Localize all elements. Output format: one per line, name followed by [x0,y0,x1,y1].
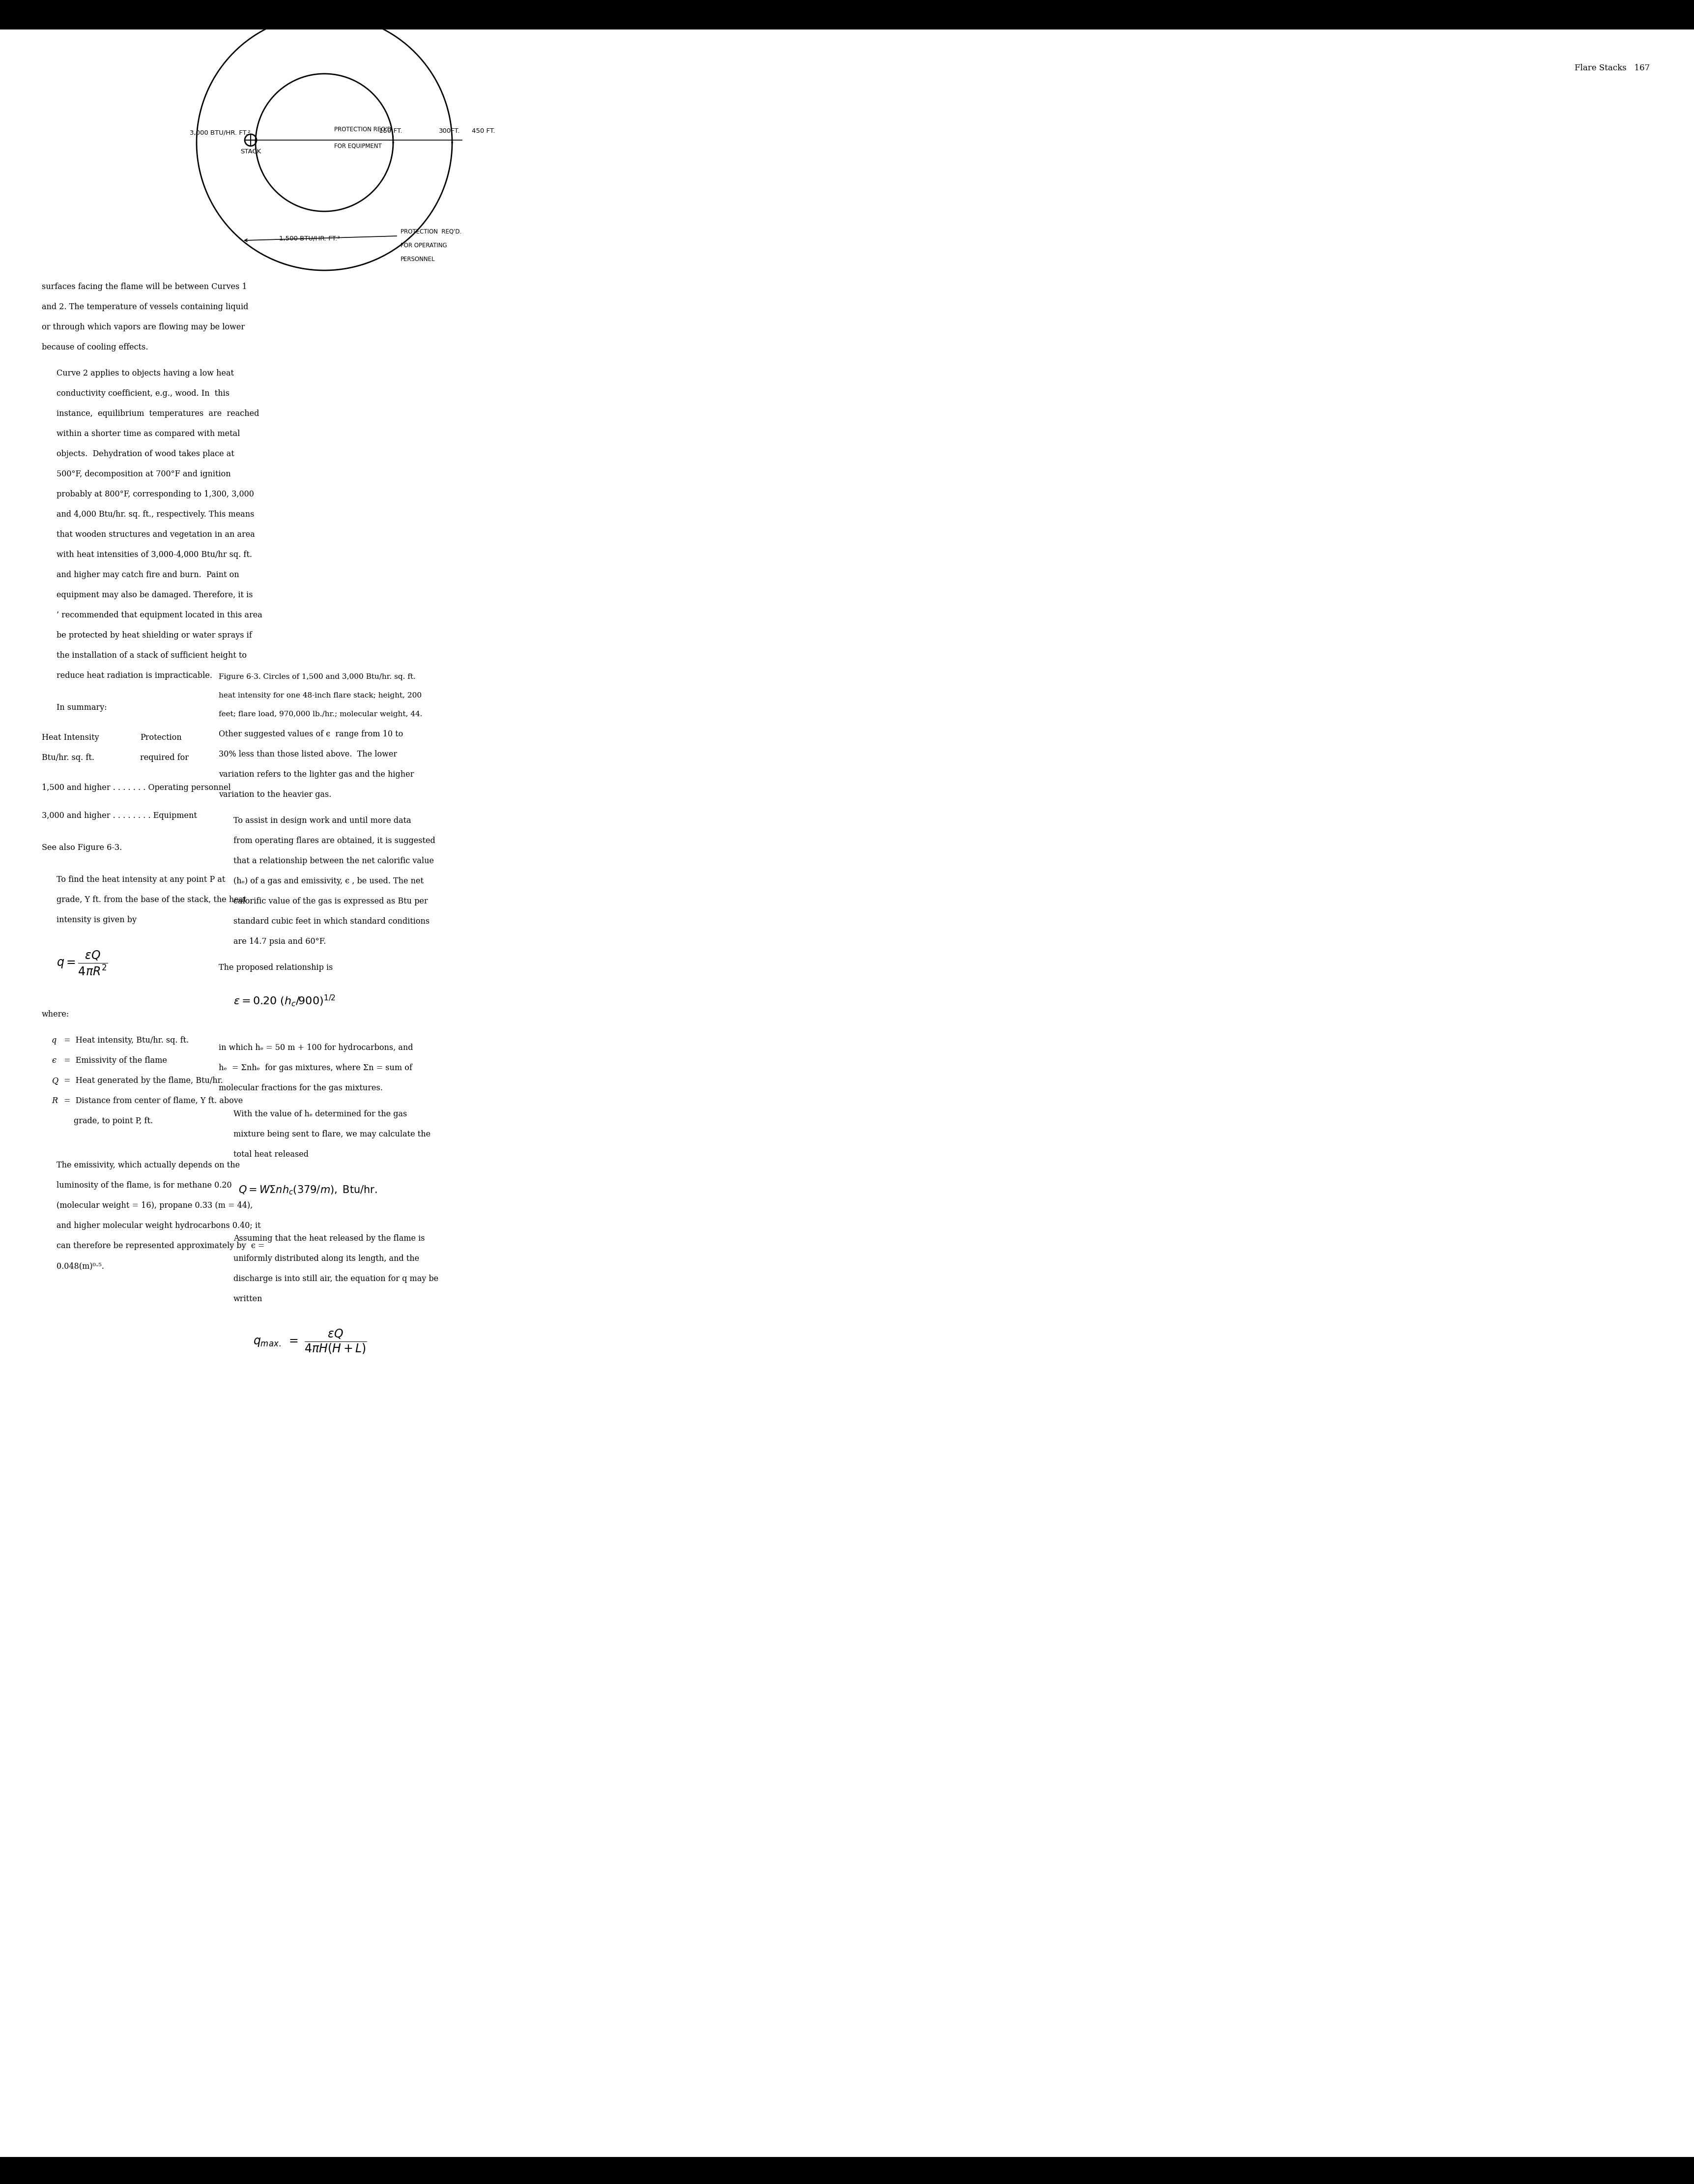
Text: within a shorter time as compared with metal: within a shorter time as compared with m… [56,430,241,439]
Text: STACK: STACK [241,149,261,155]
Text: written: written [234,1295,263,1304]
Text: 300FT.: 300FT. [439,129,461,133]
Text: total heat released: total heat released [234,1151,308,1158]
Text: R: R [51,1096,58,1105]
Text: hₑ  = Σnhₑ  for gas mixtures, where Σn = sum of: hₑ = Σnhₑ for gas mixtures, where Σn = s… [219,1064,412,1072]
Text: Assuming that the heat released by the flame is: Assuming that the heat released by the f… [234,1234,425,1243]
Text: Q: Q [51,1077,58,1085]
Text: 150 FT.: 150 FT. [379,129,403,133]
Text: instance,  equilibrium  temperatures  are  reached: instance, equilibrium temperatures are r… [56,408,259,417]
Text: molecular fractions for the gas mixtures.: molecular fractions for the gas mixtures… [219,1083,383,1092]
Text: variation refers to the lighter gas and the higher: variation refers to the lighter gas and … [219,771,413,780]
Text: Figure 6-3. Circles of 1,500 and 3,000 Btu/hr. sq. ft.: Figure 6-3. Circles of 1,500 and 3,000 B… [219,673,415,681]
Text: standard cubic feet in which standard conditions: standard cubic feet in which standard co… [234,917,430,926]
Text: mixture being sent to flare, we may calculate the: mixture being sent to flare, we may calc… [234,1129,430,1138]
Text: PROTECTION REQ'D.: PROTECTION REQ'D. [334,127,393,133]
Text: (hₑ) of a gas and emissivity, ϵ , be used. The net: (hₑ) of a gas and emissivity, ϵ , be use… [234,878,424,885]
Text: 1,500 BTU/HR. FT.²: 1,500 BTU/HR. FT.² [280,236,340,242]
Text: that wooden structures and vegetation in an area: that wooden structures and vegetation in… [56,531,254,539]
Text: =  Heat intensity, Btu/hr. sq. ft.: = Heat intensity, Btu/hr. sq. ft. [64,1035,188,1044]
Text: where:: where: [42,1011,69,1018]
Text: and 2. The temperature of vessels containing liquid: and 2. The temperature of vessels contai… [42,304,249,310]
Text: 1,500 and higher . . . . . . . Operating personnel: 1,500 and higher . . . . . . . Operating… [42,784,230,793]
Text: Btu/hr. sq. ft.: Btu/hr. sq. ft. [42,753,95,762]
Text: In summary:: In summary: [56,703,107,712]
Text: The proposed relationship is: The proposed relationship is [219,963,334,972]
Text: equipment may also be damaged. Therefore, it is: equipment may also be damaged. Therefore… [56,592,252,598]
Text: PROTECTION  REQ'D.: PROTECTION REQ'D. [400,229,461,236]
Text: intensity is given by: intensity is given by [56,915,137,924]
Bar [0,0,1694,31]
Text: ’ recommended that equipment located in this area: ’ recommended that equipment located in … [56,612,263,620]
Text: 3,000 and higher . . . . . . . . Equipment: 3,000 and higher . . . . . . . . Equipme… [42,812,197,819]
Text: See also Figure 6-3.: See also Figure 6-3. [42,843,122,852]
Text: 30% less than those listed above.  The lower: 30% less than those listed above. The lo… [219,749,396,758]
Text: from operating flares are obtained, it is suggested: from operating flares are obtained, it i… [234,836,435,845]
Text: q: q [51,1035,56,1044]
Bar [0,2158,1694,2184]
Text: discharge is into still air, the equation for q may be: discharge is into still air, the equatio… [234,1275,439,1282]
Text: because of cooling effects.: because of cooling effects. [42,343,147,352]
Text: feet; flare load, 970,000 lb./hr.; molecular weight, 44.: feet; flare load, 970,000 lb./hr.; molec… [219,710,422,719]
Text: calorific value of the gas is expressed as Btu per: calorific value of the gas is expressed … [234,898,429,906]
Text: To assist in design work and until more data: To assist in design work and until more … [234,817,412,826]
Text: conductivity coefficient, e.g., wood. In  this: conductivity coefficient, e.g., wood. In… [56,389,229,397]
Text: objects.  Dehydration of wood takes place at: objects. Dehydration of wood takes place… [56,450,234,459]
Text: Other suggested values of ϵ  range from 10 to: Other suggested values of ϵ range from 1… [219,729,403,738]
Text: uniformly distributed along its length, and the: uniformly distributed along its length, … [234,1254,418,1262]
Text: are 14.7 psia and 60°F.: are 14.7 psia and 60°F. [234,937,325,946]
Text: 3,000 BTU/HR. FT.²: 3,000 BTU/HR. FT.² [190,129,251,135]
Text: $Q = W\Sigma n h_c(379/m),\ \mathrm{Btu/hr.}$: $Q = W\Sigma n h_c(379/m),\ \mathrm{Btu/… [239,1184,378,1197]
Text: $q_{max.}\ =\ \dfrac{\epsilon Q}{4\pi H(H+L)}$: $q_{max.}\ =\ \dfrac{\epsilon Q}{4\pi H(… [252,1328,368,1356]
Text: luminosity of the flame, is for methane 0.20: luminosity of the flame, is for methane … [56,1182,232,1190]
Text: be protected by heat shielding or water sprays if: be protected by heat shielding or water … [56,631,252,640]
Text: grade, to point P, ft.: grade, to point P, ft. [75,1116,152,1125]
Text: =  Emissivity of the flame: = Emissivity of the flame [64,1057,168,1066]
Text: Protection: Protection [141,734,181,743]
Text: and higher may catch fire and burn.  Paint on: and higher may catch fire and burn. Pain… [56,570,239,579]
Text: =  Distance from center of flame, Y ft. above: = Distance from center of flame, Y ft. a… [64,1096,242,1105]
Text: and higher molecular weight hydrocarbons 0.40; it: and higher molecular weight hydrocarbons… [56,1221,261,1230]
Text: and 4,000 Btu/hr. sq. ft., respectively. This means: and 4,000 Btu/hr. sq. ft., respectively.… [56,511,254,518]
Text: that a relationship between the net calorific value: that a relationship between the net calo… [234,856,434,865]
Text: The emissivity, which actually depends on the: The emissivity, which actually depends o… [56,1162,241,1168]
Text: 0.048(m)⁰⋅⁵.: 0.048(m)⁰⋅⁵. [56,1262,103,1271]
Text: reduce heat radiation is impracticable.: reduce heat radiation is impracticable. [56,670,212,679]
Text: Heat Intensity: Heat Intensity [42,734,98,743]
Text: can therefore be represented approximately by  ϵ =: can therefore be represented approximate… [56,1243,264,1249]
Text: $\epsilon = 0.20\ (h_c/900)^{1/2}$: $\epsilon = 0.20\ (h_c/900)^{1/2}$ [234,994,335,1007]
Text: required for: required for [141,753,188,762]
Text: 450 FT.: 450 FT. [473,129,495,133]
Text: Curve 2 applies to objects having a low heat: Curve 2 applies to objects having a low … [56,369,234,378]
Text: (molecular weight = 16), propane 0.33 (m = 44),: (molecular weight = 16), propane 0.33 (m… [56,1201,252,1210]
Text: With the value of hₑ determined for the gas: With the value of hₑ determined for the … [234,1109,407,1118]
Text: ϵ: ϵ [51,1057,56,1066]
Text: To find the heat intensity at any point P at: To find the heat intensity at any point … [56,876,225,885]
Text: variation to the heavier gas.: variation to the heavier gas. [219,791,332,799]
Text: =  Heat generated by the flame, Btu/hr.: = Heat generated by the flame, Btu/hr. [64,1077,224,1085]
Text: the installation of a stack of sufficient height to: the installation of a stack of sufficien… [56,651,247,660]
Text: in which hₑ = 50 m + 100 for hydrocarbons, and: in which hₑ = 50 m + 100 for hydrocarbon… [219,1044,413,1053]
Text: probably at 800°F, corresponding to 1,300, 3,000: probably at 800°F, corresponding to 1,30… [56,489,254,498]
Text: Flare Stacks   167: Flare Stacks 167 [1574,63,1650,72]
Text: grade, Y ft. from the base of the stack, the heat: grade, Y ft. from the base of the stack,… [56,895,247,904]
Text: FOR OPERATING: FOR OPERATING [400,242,447,249]
Text: PERSONNEL: PERSONNEL [400,256,435,262]
Text: or through which vapors are flowing may be lower: or through which vapors are flowing may … [42,323,246,332]
Text: with heat intensities of 3,000-4,000 Btu/hr sq. ft.: with heat intensities of 3,000-4,000 Btu… [56,550,252,559]
Text: 500°F, decomposition at 700°F and ignition: 500°F, decomposition at 700°F and igniti… [56,470,230,478]
Text: surfaces facing the flame will be between Curves 1: surfaces facing the flame will be betwee… [42,282,247,290]
Text: $q = \dfrac{\epsilon Q}{4\pi R^2}$: $q = \dfrac{\epsilon Q}{4\pi R^2}$ [56,950,108,976]
Text: heat intensity for one 48-inch flare stack; height, 200: heat intensity for one 48-inch flare sta… [219,692,422,699]
Text: FOR EQUIPMENT: FOR EQUIPMENT [334,142,381,149]
